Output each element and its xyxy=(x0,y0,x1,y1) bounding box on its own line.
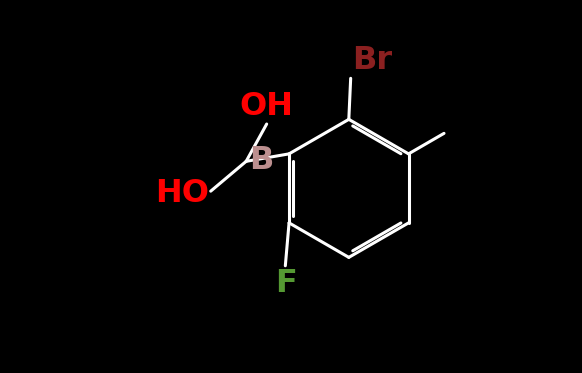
Text: Br: Br xyxy=(353,46,393,76)
Text: OH: OH xyxy=(240,91,294,122)
Text: B: B xyxy=(249,145,274,176)
Text: F: F xyxy=(275,268,297,299)
Text: HO: HO xyxy=(155,178,209,209)
